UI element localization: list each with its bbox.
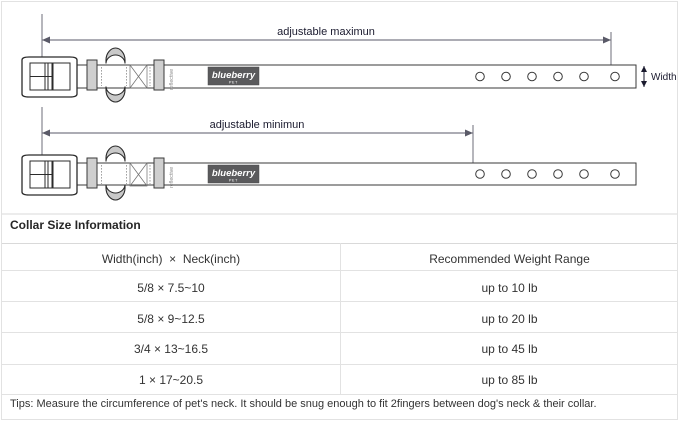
- svg-text:adjustable maximun: adjustable maximun: [277, 26, 375, 38]
- svg-text:reflective: reflective: [169, 167, 175, 188]
- svg-text:adjustable minimun: adjustable minimun: [210, 119, 305, 131]
- svg-text:reflective: reflective: [169, 69, 175, 90]
- svg-text:PET: PET: [229, 80, 238, 84]
- svg-text:PET: PET: [229, 178, 238, 182]
- svg-text:Width: Width: [651, 72, 677, 83]
